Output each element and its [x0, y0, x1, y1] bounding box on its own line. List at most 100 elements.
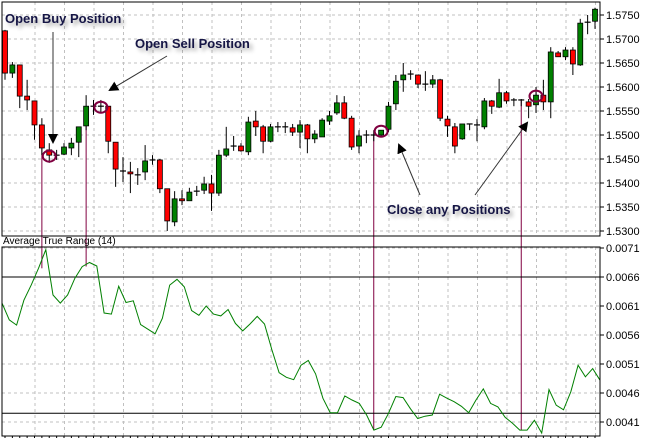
candle [46, 143, 53, 163]
candle-body [186, 191, 193, 202]
candle [385, 101, 392, 133]
candle-body [127, 171, 134, 175]
candle [562, 47, 569, 61]
arrow-open-sell [108, 55, 168, 92]
candle-body [378, 129, 385, 136]
candle-body [267, 126, 274, 142]
candle-body [252, 120, 259, 128]
candle-body [356, 135, 362, 147]
candle [392, 75, 399, 111]
candle [289, 123, 296, 136]
candle-body [444, 118, 451, 127]
candle [429, 75, 436, 88]
price-tick-label: 1.5750 [606, 10, 640, 22]
candle [341, 96, 348, 120]
candle-body [156, 159, 163, 190]
candle [186, 187, 193, 202]
atr-tick-label: 0.0071 [606, 243, 640, 255]
grid [2, 2, 600, 436]
candle-body [385, 105, 392, 130]
candle [252, 111, 259, 136]
candle-body [392, 80, 399, 105]
candle [555, 51, 562, 58]
candle-body [333, 102, 340, 114]
annotations: Open Buy Position Open Sell Position Clo… [5, 11, 529, 217]
candle [61, 143, 67, 156]
candle-body [215, 154, 222, 194]
candle-body [16, 64, 23, 97]
position-circle [41, 149, 57, 163]
candle [474, 119, 480, 142]
candle-body [525, 101, 532, 107]
candle [16, 64, 23, 109]
candle-body [238, 145, 244, 152]
candle [459, 123, 466, 140]
candle-body [31, 100, 38, 126]
candle [496, 78, 503, 109]
candle [179, 190, 185, 206]
candle-body [83, 105, 90, 127]
candle [112, 141, 119, 187]
candle-body [533, 94, 539, 106]
candle-body [112, 141, 119, 170]
candle [326, 111, 333, 125]
candle-body [459, 123, 466, 140]
atr-tick-label: 0.0061 [606, 301, 640, 313]
candle-body [341, 102, 348, 119]
candles [2, 7, 598, 231]
candle-body [208, 183, 215, 194]
candle-body [289, 127, 296, 133]
candle [134, 168, 141, 185]
candle [297, 120, 303, 148]
atr-panel: Average True Range (14) [1, 236, 601, 435]
candle [437, 78, 444, 122]
candle-body [577, 22, 584, 66]
candle-body [562, 49, 569, 58]
atr-tick-label: 0.0066 [606, 272, 640, 284]
candle [238, 143, 244, 152]
candle [245, 116, 252, 156]
candle [592, 7, 598, 29]
candle [149, 155, 156, 165]
candle-body [142, 160, 149, 173]
candle-body [319, 119, 326, 138]
candle-body [2, 30, 8, 74]
candle [156, 159, 163, 194]
price-panel-frame [1, 1, 601, 237]
candle [142, 145, 149, 181]
candle [2, 29, 8, 80]
candle [503, 90, 510, 104]
candle [451, 123, 458, 154]
annotation-open-buy: Open Buy Position [5, 11, 121, 26]
candle-body [437, 79, 444, 119]
annotation-close-positions: Close any Positions [387, 202, 511, 217]
candle-body [164, 188, 171, 222]
candle [356, 130, 362, 154]
candle-body [223, 148, 230, 156]
candle [466, 123, 473, 131]
candle [415, 74, 421, 88]
candle-body [547, 51, 554, 103]
candle [569, 47, 576, 75]
candle [38, 118, 45, 156]
price-tick-label: 1.5450 [606, 154, 640, 166]
atr-panel-frame [1, 246, 601, 437]
atr-title: Average True Range (14) [3, 236, 116, 247]
candle [488, 99, 495, 114]
candle [518, 99, 525, 107]
price-tick-label: 1.5600 [606, 82, 640, 94]
candle-body [297, 124, 303, 133]
atr-line [1, 247, 601, 435]
candle [363, 130, 370, 144]
candle [164, 188, 171, 231]
candle-body [38, 124, 45, 149]
candle [274, 122, 281, 133]
candle [68, 137, 75, 156]
price-tick-label: 1.5550 [606, 106, 640, 118]
candle-body [75, 126, 82, 143]
candle [510, 98, 517, 107]
candle-body [481, 100, 488, 128]
candle [260, 124, 267, 154]
